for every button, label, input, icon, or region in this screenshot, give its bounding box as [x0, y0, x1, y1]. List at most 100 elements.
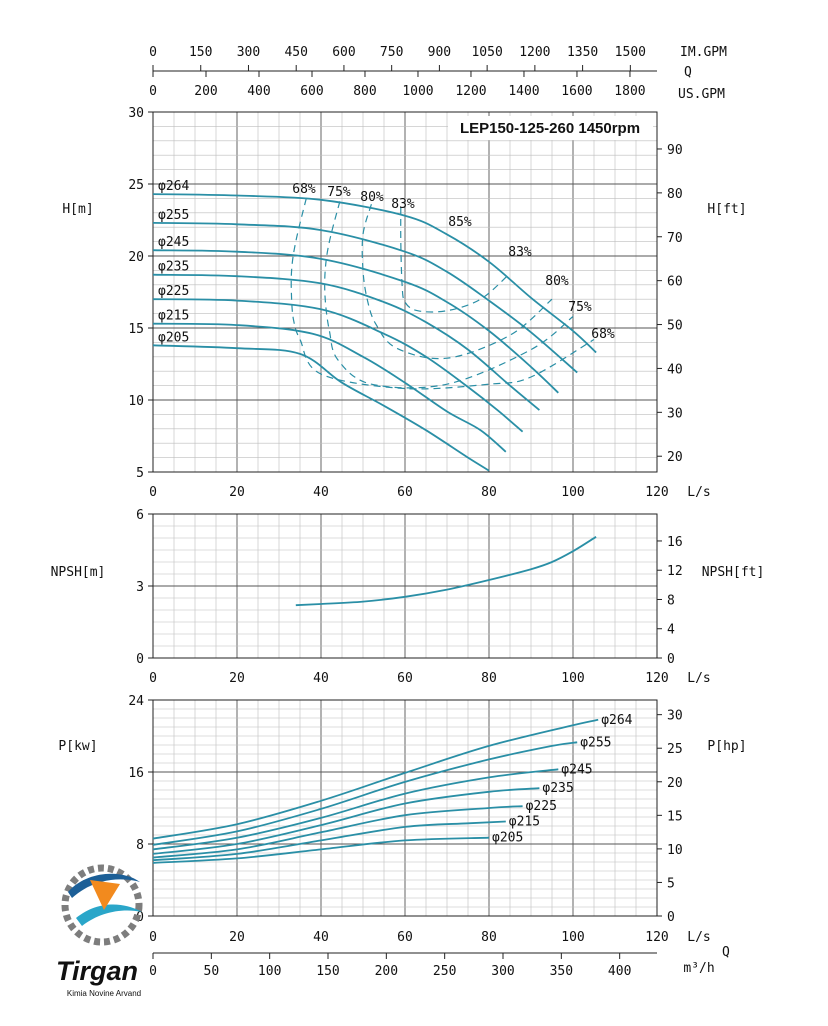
power-impeller-label: φ205: [492, 831, 523, 846]
logo-flame-orange: [90, 880, 120, 910]
efficiency-label: 80%: [360, 190, 384, 205]
series-curve: [152, 820, 506, 862]
im-gpm-tick-label: 450: [284, 45, 307, 60]
x-tick-label: 40: [313, 671, 329, 686]
m3h-tick-label: 50: [204, 964, 220, 979]
us-gpm-tick-label: 1200: [455, 84, 486, 99]
efficiency-curve: [400, 206, 511, 313]
efficiency-label: 83%: [391, 197, 415, 212]
right-y-tick-label: 0: [667, 652, 675, 667]
im-gpm-unit-label: IM.GPM: [680, 45, 727, 60]
efficiency-label: 83%: [508, 245, 532, 260]
bottom-ls-tick-label: 20: [229, 930, 245, 945]
right-axis-title: P[hp]: [707, 739, 746, 754]
bottom-ls-unit-label: L/s: [687, 930, 710, 945]
left-y-tick-label: 25: [128, 178, 144, 193]
x-tick-label: 120: [645, 671, 668, 686]
series-curve: [152, 322, 507, 453]
right-y-tick-label: 4: [667, 623, 675, 638]
im-gpm-tick-label: 1200: [519, 45, 550, 60]
left-y-tick-label: 6: [136, 508, 144, 523]
us-gpm-tick-label: 800: [353, 84, 376, 99]
power-impeller-label: φ225: [526, 799, 557, 814]
power-impeller-label: φ235: [542, 781, 573, 796]
logo-swoosh-cyan: [76, 904, 142, 926]
series-curve: [152, 298, 524, 433]
m3h-unit-label: m³/h: [683, 961, 714, 976]
series-curve: [152, 249, 559, 394]
im-gpm-tick-label: 0: [149, 45, 157, 60]
us-gpm-tick-label: 0: [149, 84, 157, 99]
series-curve: [152, 222, 578, 374]
efficiency-label: 80%: [545, 274, 569, 289]
x-tick-label: 60: [397, 671, 413, 686]
series-curve: [152, 344, 490, 472]
x-tick-label: 80: [481, 485, 497, 500]
x-tick-label: 20: [229, 671, 245, 686]
im-gpm-tick-label: 1050: [471, 45, 502, 60]
us-gpm-tick-label: 1600: [561, 84, 592, 99]
bottom-q-label: Q: [722, 945, 730, 960]
logo-wordmark: Tirgan: [56, 956, 138, 986]
us-gpm-tick-label: 1400: [508, 84, 539, 99]
m3h-tick-label: 350: [550, 964, 573, 979]
power_panel-frame: [152, 699, 658, 917]
logo-subtitle: Kimia Novine Arvand: [67, 989, 141, 998]
series-curve: [152, 768, 559, 851]
left-y-tick-label: 24: [128, 694, 144, 709]
left-y-tick-label: 16: [128, 766, 144, 781]
x-tick-label: 100: [561, 485, 584, 500]
right-y-tick-label: 0: [667, 910, 675, 925]
impeller-label: φ255: [158, 208, 189, 223]
right-y-tick-label: 15: [667, 809, 683, 824]
series-curve: [152, 787, 540, 855]
efficiency-curve: [290, 198, 595, 390]
power-impeller-label: φ245: [561, 762, 592, 777]
left-y-tick-label: 8: [136, 838, 144, 853]
npsh_panel-group: [148, 513, 662, 659]
x-tick-label: 100: [561, 671, 584, 686]
left-y-tick-label: 30: [128, 106, 144, 121]
series-curve: [152, 836, 490, 864]
head_panel-frame: [152, 111, 658, 473]
right-axis-title: NPSH[ft]: [702, 565, 765, 580]
right-y-tick-label: 25: [667, 742, 683, 757]
left-axis-title: NPSH[m]: [51, 565, 106, 580]
chart-title: LEP150-125-260 1450rpm: [460, 120, 640, 137]
us-gpm-tick-label: 1800: [614, 84, 645, 99]
top-q-label: Q: [684, 65, 692, 80]
right-y-tick-label: 20: [667, 776, 683, 791]
im-gpm-tick-label: 1500: [615, 45, 646, 60]
x-tick-label: 60: [397, 485, 413, 500]
im-gpm-tick-label: 900: [428, 45, 451, 60]
right-y-tick-label: 12: [667, 564, 683, 579]
efficiency-curve: [361, 204, 553, 360]
m3h-tick-label: 100: [258, 964, 281, 979]
left-y-tick-label: 15: [128, 322, 144, 337]
series-curve: [295, 536, 597, 607]
impeller-label: φ235: [158, 260, 189, 275]
m3h-tick-label: 0: [149, 964, 157, 979]
right-y-tick-label: 90: [667, 143, 683, 158]
x-tick-label: 0: [149, 485, 157, 500]
x-tick-label: 40: [313, 485, 329, 500]
right-y-tick-label: 50: [667, 319, 683, 334]
bottom-ls-tick-label: 40: [313, 930, 329, 945]
m3h-tick-label: 300: [491, 964, 514, 979]
left-y-tick-label: 20: [128, 250, 144, 265]
efficiency-label: 68%: [591, 327, 615, 342]
x-unit-label: L/s: [687, 485, 710, 500]
right-y-tick-label: 16: [667, 535, 683, 550]
x-tick-label: 120: [645, 485, 668, 500]
power_panel-group: [148, 699, 662, 917]
x-tick-label: 80: [481, 671, 497, 686]
bottom-ls-tick-label: 100: [561, 930, 584, 945]
impeller-label: φ225: [158, 284, 189, 299]
power-impeller-label: φ215: [509, 815, 540, 830]
impeller-label: φ215: [158, 309, 189, 324]
right-y-tick-label: 40: [667, 362, 683, 377]
right-y-tick-label: 10: [667, 843, 683, 858]
series-curve: [152, 273, 540, 411]
